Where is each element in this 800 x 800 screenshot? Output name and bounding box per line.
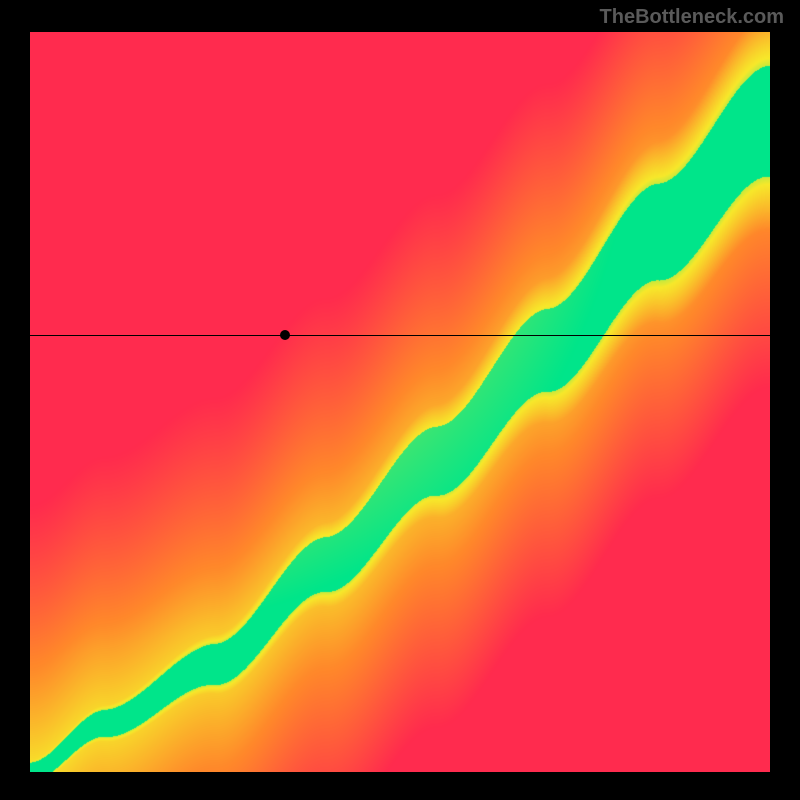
heatmap-canvas bbox=[30, 32, 770, 772]
plot-area bbox=[30, 32, 770, 772]
crosshair-marker bbox=[280, 330, 290, 340]
plot-frame bbox=[30, 32, 770, 772]
crosshair-horizontal bbox=[30, 335, 770, 336]
watermark-text: TheBottleneck.com bbox=[600, 6, 784, 29]
